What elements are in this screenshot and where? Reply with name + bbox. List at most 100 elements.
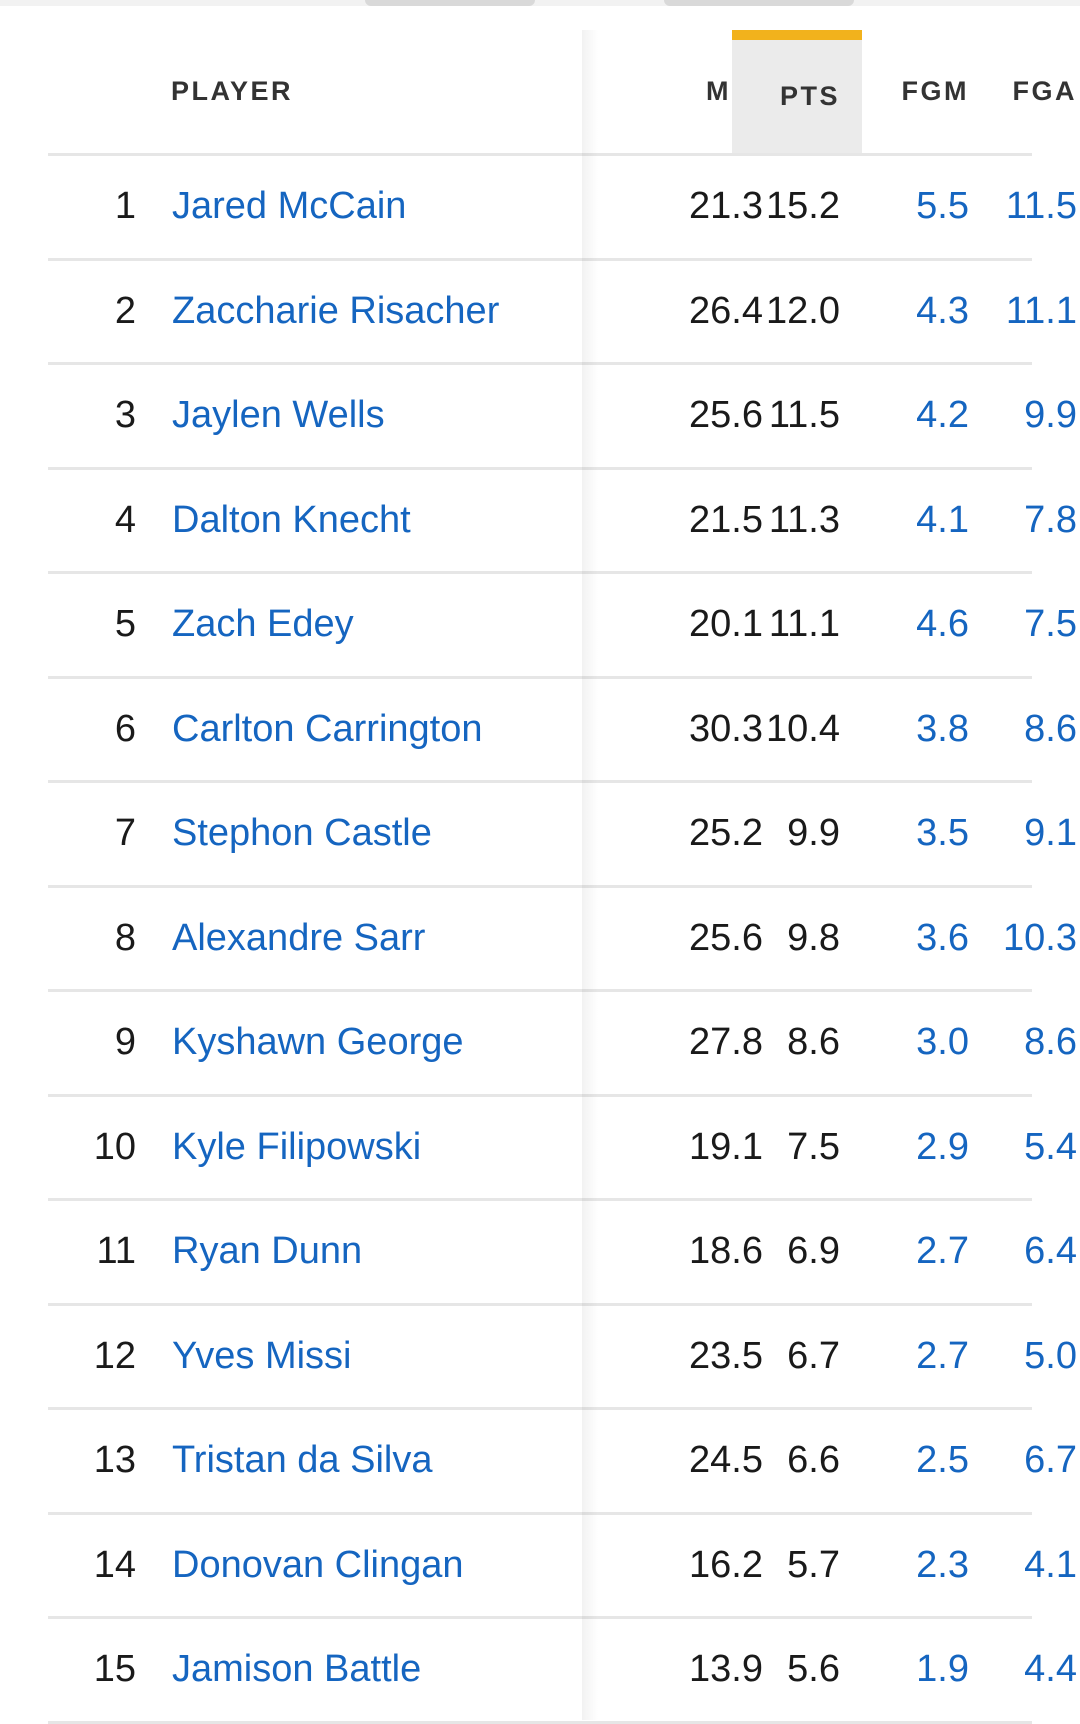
minutes-value: 25.6 [689, 394, 763, 436]
row-rank: 8 [114, 916, 136, 959]
player-name-link[interactable]: Kyle Filipowski [172, 1125, 422, 1168]
points-value: 11.3 [768, 498, 840, 541]
scroll-tab-left [365, 0, 535, 6]
row-rank: 2 [114, 289, 136, 332]
header-pts-sorted[interactable]: PTS [732, 30, 862, 153]
player-name-link[interactable]: Dalton Knecht [172, 498, 411, 541]
player-name-link[interactable]: Carlton Carrington [172, 707, 483, 750]
fgm-value[interactable]: 4.2 [916, 394, 969, 436]
fgm-value[interactable]: 2.9 [916, 1125, 969, 1168]
player-name-link[interactable]: Donovan Clingan [172, 1543, 464, 1586]
row-rank: 14 [93, 1543, 136, 1586]
fgm-value[interactable]: 3.8 [916, 707, 969, 750]
fgm-value[interactable]: 4.3 [916, 289, 969, 332]
top-edge [0, 0, 1080, 6]
table-row: 3 Jaylen Wells 25.6 11.5 4.2 9.9 [48, 365, 1077, 470]
minutes-value: 25.6 [689, 916, 763, 959]
table-row: 9 Kyshawn George 27.8 8.6 3.0 8.6 [48, 992, 1077, 1097]
points-value: 6.7 [787, 1334, 840, 1377]
player-name-link[interactable]: Jamison Battle [172, 1648, 422, 1690]
table-row: 13 Tristan da Silva 24.5 6.6 2.5 6.7 [48, 1410, 1077, 1515]
points-value: 12.0 [766, 289, 840, 332]
row-rank: 5 [114, 603, 136, 645]
minutes-value: 21.5 [689, 498, 763, 541]
header-fgm[interactable]: FGM [901, 76, 969, 106]
fga-value[interactable]: 11.5 [1005, 185, 1077, 227]
fgm-value[interactable]: 2.3 [916, 1543, 969, 1586]
minutes-value: 26.4 [689, 289, 763, 332]
points-value: 11.1 [768, 603, 840, 645]
fgm-value[interactable]: 3.5 [916, 812, 969, 854]
minutes-value: 19.1 [689, 1125, 763, 1168]
points-value: 6.9 [787, 1230, 840, 1272]
points-value: 15.2 [766, 185, 840, 227]
row-rank: 10 [93, 1125, 136, 1168]
table-row: 8 Alexandre Sarr 25.6 9.8 3.6 10.3 [48, 888, 1077, 992]
player-name-link[interactable]: Kyshawn George [172, 1021, 464, 1063]
table-row: 4 Dalton Knecht 21.5 11.3 4.1 7.8 [48, 470, 1077, 574]
fgm-value[interactable]: 4.6 [916, 603, 969, 645]
points-value: 5.7 [787, 1543, 840, 1586]
fga-value[interactable]: 11.1 [1005, 289, 1077, 332]
row-rank: 11 [96, 1230, 136, 1272]
points-value: 10.4 [766, 707, 840, 750]
table-row: 6 Carlton Carrington 30.3 10.4 3.8 8.6 [48, 679, 1077, 783]
fga-value[interactable]: 9.1 [1024, 812, 1077, 854]
fga-value[interactable]: 10.3 [1003, 916, 1077, 959]
points-value: 5.6 [787, 1648, 840, 1690]
table-header: PLAYER MIN PTS FGM FGA [48, 30, 1075, 156]
fga-value[interactable]: 5.4 [1024, 1125, 1077, 1168]
player-name-link[interactable]: Jared McCain [172, 185, 407, 227]
player-name-link[interactable]: Alexandre Sarr [172, 916, 426, 959]
player-name-link[interactable]: Jaylen Wells [172, 394, 385, 436]
minutes-value: 18.6 [689, 1230, 763, 1272]
row-rank: 7 [114, 812, 136, 854]
fgm-value[interactable]: 2.5 [916, 1439, 969, 1481]
fga-value[interactable]: 6.4 [1024, 1230, 1077, 1272]
fga-value[interactable]: 7.5 [1024, 603, 1077, 645]
stats-table: PLAYER MIN PTS FGM FGA 1 Jared McCain 21.3… [48, 30, 1077, 1724]
fgm-value[interactable]: 3.6 [916, 916, 969, 959]
fga-value[interactable]: 4.4 [1024, 1648, 1077, 1690]
points-value: 9.8 [787, 916, 840, 959]
row-rank: 6 [114, 707, 136, 750]
points-value: 7.5 [787, 1125, 840, 1168]
table-row: 2 Zaccharie Risacher 26.4 12.0 4.3 11.1 [48, 261, 1077, 365]
row-rank: 15 [93, 1648, 136, 1690]
points-value: 11.5 [768, 394, 840, 436]
minutes-value: 25.2 [689, 812, 763, 854]
fga-value[interactable]: 4.1 [1024, 1543, 1077, 1586]
row-rank: 12 [93, 1334, 136, 1377]
fga-value[interactable]: 5.0 [1024, 1334, 1077, 1377]
fga-value[interactable]: 7.8 [1024, 498, 1077, 541]
fgm-value[interactable]: 5.5 [916, 185, 969, 227]
table-row: 14 Donovan Clingan 16.2 5.7 2.3 4.1 [48, 1515, 1077, 1619]
minutes-value: 23.5 [689, 1334, 763, 1377]
header-player[interactable]: PLAYER [171, 76, 294, 106]
fga-value[interactable]: 8.6 [1024, 1021, 1077, 1063]
fgm-value[interactable]: 2.7 [916, 1334, 969, 1377]
minutes-value: 24.5 [689, 1439, 763, 1481]
fgm-value[interactable]: 3.0 [916, 1021, 969, 1063]
fga-value[interactable]: 9.9 [1024, 394, 1077, 436]
row-rank: 4 [114, 498, 136, 541]
fga-value[interactable]: 6.7 [1024, 1439, 1077, 1481]
fgm-value[interactable]: 2.7 [916, 1230, 969, 1272]
player-name-link[interactable]: Ryan Dunn [172, 1230, 363, 1272]
player-name-link[interactable]: Yves Missi [172, 1334, 352, 1377]
fgm-value[interactable]: 4.1 [916, 498, 969, 541]
fgm-value[interactable]: 1.9 [916, 1648, 969, 1690]
minutes-value: 21.3 [689, 185, 763, 227]
table-row: 5 Zach Edey 20.1 11.1 4.6 7.5 [48, 574, 1077, 679]
player-name-link[interactable]: Zaccharie Risacher [172, 289, 500, 332]
table-row: 7 Stephon Castle 25.2 9.9 3.5 9.1 [48, 783, 1077, 888]
points-value: 9.9 [787, 812, 840, 854]
header-fga[interactable]: FGA [1012, 76, 1077, 106]
minutes-value: 30.3 [689, 707, 763, 750]
table-row: 11 Ryan Dunn 18.6 6.9 2.7 6.4 [48, 1201, 1077, 1306]
player-name-link[interactable]: Stephon Castle [172, 812, 432, 854]
player-name-link[interactable]: Zach Edey [172, 603, 354, 645]
table-row: 15 Jamison Battle 13.9 5.6 1.9 4.4 [48, 1619, 1077, 1724]
player-name-link[interactable]: Tristan da Silva [172, 1439, 433, 1481]
fga-value[interactable]: 8.6 [1024, 707, 1077, 750]
